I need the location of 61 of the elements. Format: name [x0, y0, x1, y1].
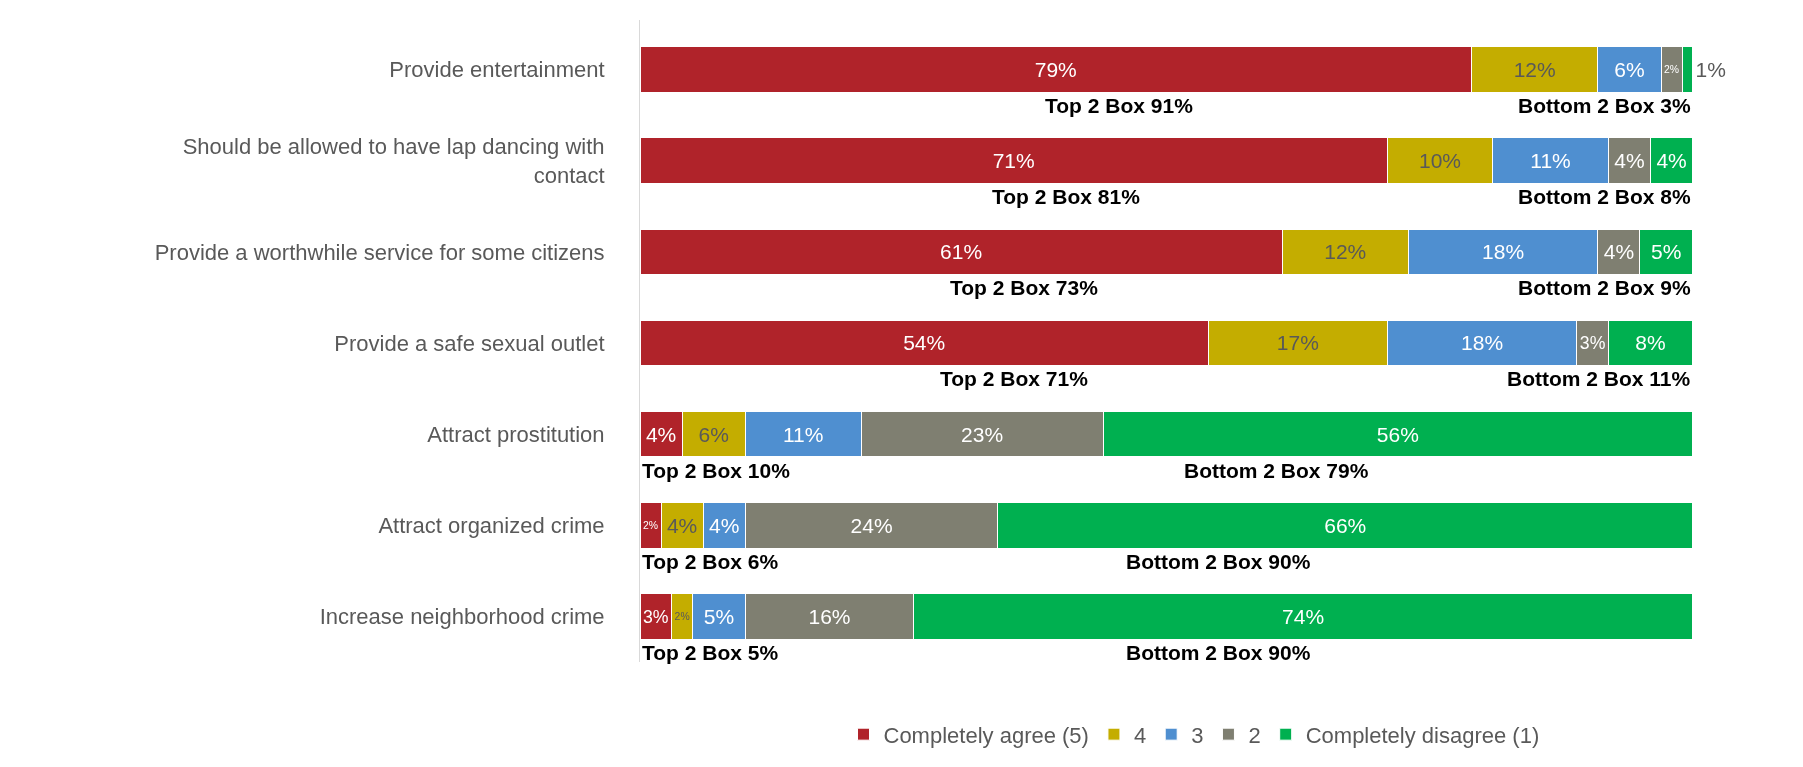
y-tick-label: Provide a worthwhile service for some citizens [154, 239, 605, 265]
data-label: 4% [1603, 240, 1635, 264]
data-label: 66% [1324, 513, 1367, 537]
data-label: 10% [1418, 149, 1461, 173]
annotation: Bottom 2 Box 79% [1184, 459, 1369, 482]
data-label: 54% [903, 331, 946, 355]
data-label: 4% [666, 513, 698, 537]
annotation: Top 2 Box 71% [940, 367, 1089, 390]
annotation: Top 2 Box 6% [642, 550, 779, 573]
legend-label: 2 [1248, 722, 1261, 748]
legend-label: Completely agree (5) [883, 722, 1089, 748]
annotation: Top 2 Box 81% [992, 185, 1141, 208]
y-tick-label: Provide a safe sexual outlet [334, 330, 605, 356]
annotation: Bottom 2 Box 3% [1518, 94, 1692, 117]
data-label: 5% [703, 604, 735, 628]
annotation: Bottom 2 Box 90% [1126, 550, 1311, 573]
annotation: Bottom 2 Box 90% [1126, 641, 1311, 664]
data-label: 74% [1282, 604, 1325, 628]
data-label: 4% [709, 513, 740, 537]
y-tick-label: Attract organized crime [378, 512, 605, 538]
y-tick-label: Should be allowed to have lap dancing with contact [182, 134, 605, 188]
legend-label: Completely disagree (1) [1305, 722, 1540, 748]
data-label: 1% [1695, 58, 1726, 81]
legend-label: 3 [1191, 722, 1204, 748]
data-label: 11% [782, 422, 824, 446]
data-label: 4% [1656, 149, 1687, 173]
data-label: 6% [698, 422, 729, 446]
annotation: Bottom 2 Box 9% [1518, 276, 1692, 299]
annotation: Bottom 2 Box 11% [1507, 367, 1691, 390]
y-tick-label: Attract prostitution [427, 421, 605, 447]
data-label: 24% [850, 513, 893, 537]
data-label: 79% [1034, 58, 1077, 81]
data-label: 23% [961, 422, 1004, 446]
data-label: 6% [1614, 58, 1645, 81]
data-label: 18% [1482, 240, 1525, 264]
annotation: Top 2 Box 73% [950, 276, 1099, 299]
annotation: Top 2 Box 5% [642, 641, 779, 664]
data-label: 4% [645, 422, 677, 446]
data-label: 5% [1651, 240, 1682, 264]
data-label: 8% [1635, 331, 1666, 355]
data-label: 18% [1461, 331, 1504, 355]
annotation: Top 2 Box 10% [642, 459, 791, 482]
data-label: 3% [1579, 333, 1606, 354]
legend-label: 4 [1133, 722, 1147, 748]
data-label: 12% [1513, 58, 1556, 81]
data-label: 17% [1276, 331, 1319, 355]
data-label: 3% [643, 606, 669, 627]
data-label: 12% [1324, 240, 1367, 264]
data-label: 4% [1614, 149, 1645, 173]
data-label: 2% [1664, 64, 1680, 76]
y-tick-label: Increase neighborhood crime [319, 604, 605, 630]
data-label: 2% [643, 519, 659, 531]
annotation: Bottom 2 Box 8% [1518, 185, 1692, 208]
data-label: 2% [674, 611, 690, 623]
y-tick-label: Provide entertainment [389, 57, 605, 83]
data-label: 16% [808, 604, 851, 628]
data-label: 56% [1376, 422, 1419, 446]
data-label: 71% [992, 149, 1035, 173]
data-label: 11% [1530, 149, 1571, 173]
data-label: 61% [940, 240, 983, 264]
annotation: Top 2 Box 91% [1045, 94, 1194, 117]
